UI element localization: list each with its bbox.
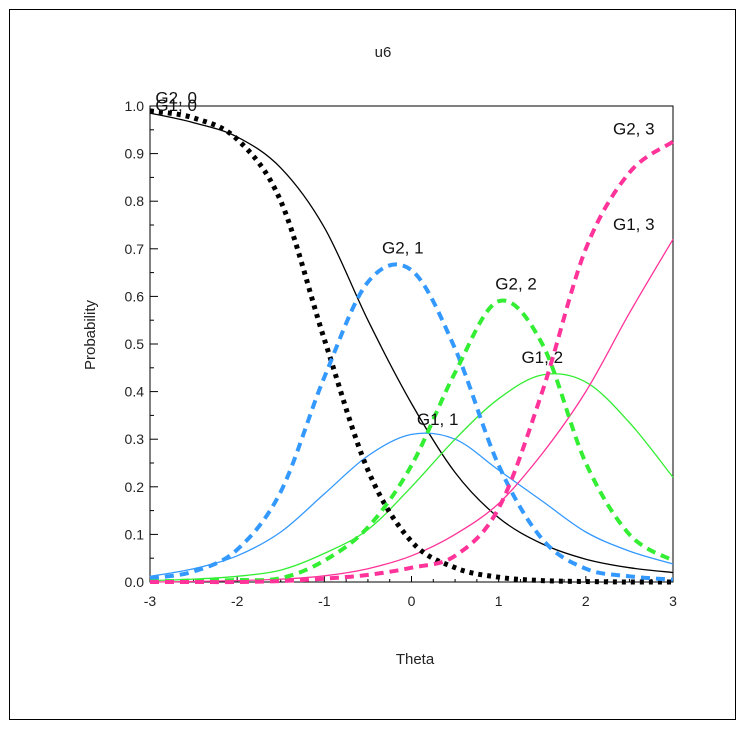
series-line-g2-0 [149,108,674,585]
series-line-g1-3 [149,238,674,583]
x-tick-label: -1 [318,593,331,609]
y-tick-label: 0.5 [125,336,145,352]
y-tick-label: 0.4 [125,384,145,400]
curve-label-layer: G2, 0G1, 0 G2, 1 G2, 2 G1, 2 G1, 1 G2, 3 G1, 3 [155,89,654,429]
y-tick-label: 1.0 [125,98,145,114]
chart-title: u6 [375,44,392,61]
line-chart: u6 -3 -2 -1 0 1 2 3 0.0 0.1 0.2 0.3 0.4 0.5 0.6 0.7 0.8… [82,44,678,668]
x-tick-label: 3 [669,593,677,609]
curve-label: G2, 2 [495,274,537,293]
y-tick-label: 0.2 [125,479,145,495]
x-tick-label: 2 [582,593,590,609]
curve-label: G1, 1 [417,410,459,429]
y-axis-title: Probability [82,299,99,370]
y-tick-label: 0.1 [125,526,145,542]
curve-label: G2, 1 [382,239,424,258]
y-tick-label: 0.3 [125,431,145,447]
y-tick-label: 0.9 [125,146,145,162]
y-tick-label: 0.8 [125,193,145,209]
series-layer [149,108,675,585]
figure-frame: u6 -3 -2 -1 0 1 2 3 0.0 0.1 0.2 0.3 0.4 0.5 0.6 0.7 0.8… [9,9,736,720]
x-axis-title: Theta [396,651,435,668]
series-line-g1-2 [149,373,674,582]
curve-label: G2, 0 [155,89,197,108]
x-tick-label: -2 [231,593,244,609]
plot-axes: -3 -2 -1 0 1 2 3 0.0 0.1 0.2 0.3 0.4 0.5 0.6 0.7 0.8 0.9… [125,98,678,609]
curve-label: G2, 3 [613,120,655,139]
series-line-g2-1 [149,262,674,582]
x-tick-label: -3 [144,593,157,609]
y-tick-label: 0.7 [125,241,145,257]
y-tick-label: 0.6 [125,288,145,304]
plot-border [149,105,674,583]
x-tick-label: 1 [495,593,503,609]
series-line-g1-0 [149,112,674,574]
x-tick-label: 0 [408,593,416,609]
series-line-g2-3 [149,140,675,585]
curve-label: G1, 2 [521,348,563,367]
curve-label: G1, 0 [155,96,197,115]
curve-label: G1, 3 [613,215,655,234]
series-line-g1-1 [149,432,674,577]
y-tick-label: 0.0 [125,574,145,590]
